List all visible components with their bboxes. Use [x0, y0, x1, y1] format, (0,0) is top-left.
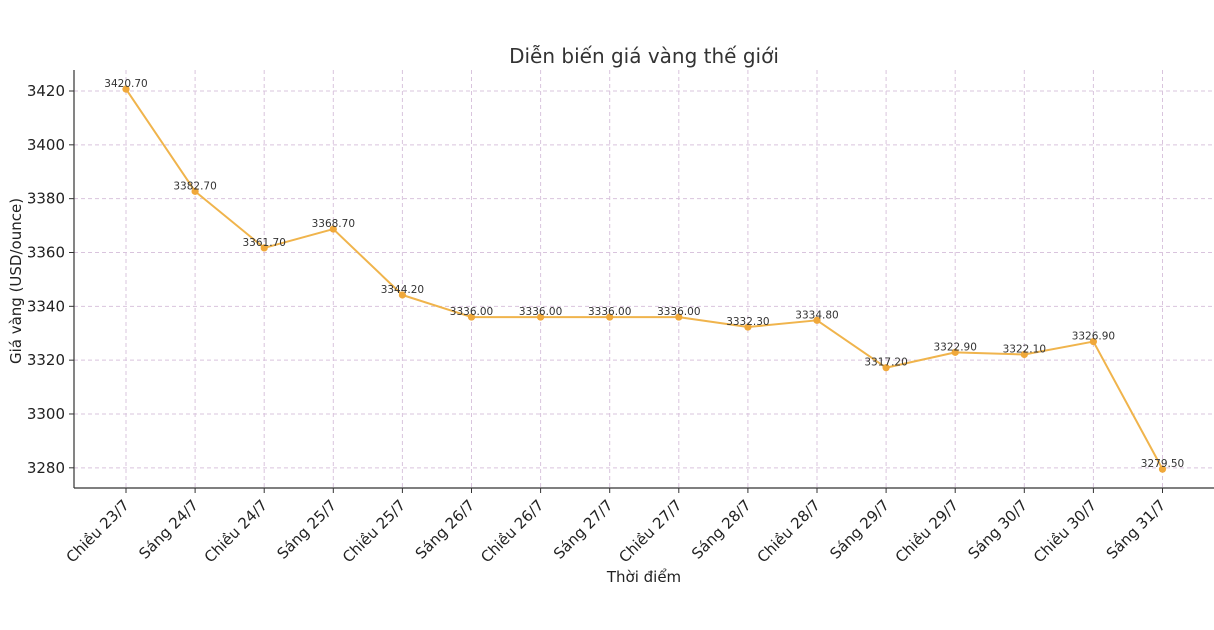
data-label: 3322.10 — [1003, 343, 1046, 355]
x-tick-label: Sáng 31/7 — [1103, 496, 1170, 563]
data-point — [122, 85, 130, 93]
label-layer: 3420.70 3382.70 3361.70 3368.70 3344.20 3336.… — [104, 78, 1184, 470]
data-label: 3326.90 — [1072, 331, 1115, 343]
data-label: 3420.70 — [104, 78, 147, 90]
data-label: 3336.00 — [450, 306, 493, 318]
x-tick-label: Sáng 29/7 — [826, 496, 893, 563]
data-point — [191, 187, 199, 195]
series-line — [125, 88, 1164, 470]
data-label: 3279.50 — [1141, 458, 1184, 470]
grid-layer — [74, 70, 1214, 488]
y-tick-label: 3400 — [27, 136, 65, 154]
x-tick-label: Chiều 26/7 — [477, 496, 547, 566]
data-label: 3336.00 — [519, 306, 562, 318]
y-tick-label: 3340 — [27, 297, 65, 315]
data-point — [398, 291, 406, 299]
data-point — [1158, 465, 1167, 473]
data-point — [675, 313, 683, 321]
y-tick-label: 3380 — [27, 190, 65, 208]
x-tick-label: Chiều 27/7 — [615, 496, 685, 566]
y-tick-label: 3360 — [27, 243, 65, 261]
y-axis-label: Giá vàng (USD/ounce) — [7, 198, 25, 364]
data-point — [744, 323, 752, 331]
x-tick-label: Chiều 29/7 — [892, 496, 962, 566]
data-point — [260, 244, 268, 252]
chart-title: Diễn biến giá vàng thế giới — [509, 44, 779, 68]
series-layer — [122, 85, 1167, 473]
data-label: 3332.30 — [726, 316, 769, 328]
x-tick-label: Chiều 30/7 — [1030, 496, 1100, 566]
x-tick-label: Sáng 26/7 — [412, 496, 479, 563]
data-label: 3382.70 — [173, 180, 216, 192]
data-point — [951, 348, 959, 356]
data-point — [606, 313, 614, 321]
x-tick-label: Chiều 24/7 — [201, 496, 271, 566]
y-tick-label: 3420 — [27, 82, 65, 100]
data-point — [813, 316, 821, 324]
data-label: 3336.00 — [588, 306, 631, 318]
x-tick-label: Sáng 24/7 — [135, 496, 202, 563]
data-label: 3361.70 — [242, 237, 285, 249]
data-point — [1020, 350, 1028, 359]
data-label: 3317.20 — [864, 357, 907, 369]
y-tick-label: 3300 — [27, 405, 65, 423]
x-tick-label: Chiều 23/7 — [63, 496, 133, 566]
x-tick-label: Sáng 25/7 — [274, 496, 341, 563]
data-label: 3368.70 — [312, 218, 355, 230]
y-tick-label: 3280 — [27, 459, 65, 477]
x-tick-label: Sáng 28/7 — [688, 496, 755, 563]
data-point — [1089, 337, 1097, 346]
x-tick-label: Sáng 30/7 — [965, 496, 1032, 563]
data-point — [882, 364, 890, 372]
x-tick-label: Chiều 25/7 — [339, 496, 409, 566]
data-point — [537, 313, 545, 321]
data-label: 3336.00 — [657, 306, 700, 318]
data-point — [329, 225, 337, 233]
data-point — [467, 313, 476, 321]
x-tick-label: Chiều 28/7 — [754, 496, 824, 566]
data-label: 3334.80 — [795, 309, 838, 321]
x-tick-label: Sáng 27/7 — [550, 496, 617, 563]
data-label: 3322.90 — [933, 341, 976, 353]
data-label: 3344.20 — [381, 284, 424, 296]
x-axis-label: Thời điểm — [606, 568, 681, 586]
y-tick-label: 3320 — [27, 351, 65, 369]
